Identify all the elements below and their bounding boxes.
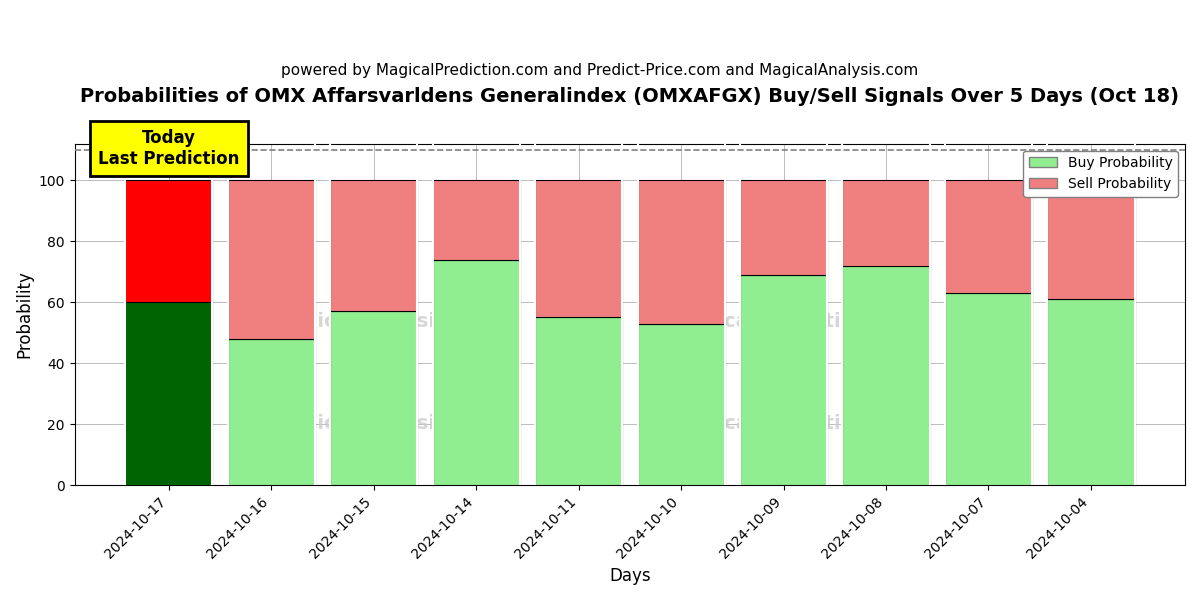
Bar [740, 180, 827, 275]
Bar [432, 260, 520, 485]
Bar [637, 323, 725, 485]
Bar [1048, 299, 1134, 485]
Bar [1048, 180, 1134, 299]
Text: MagicalAnalysis.com: MagicalAnalysis.com [271, 414, 499, 433]
Bar [637, 180, 725, 323]
Bar [842, 180, 930, 266]
Bar [330, 180, 418, 311]
X-axis label: Days: Days [610, 567, 650, 585]
Text: MagicalAnalysis.com: MagicalAnalysis.com [271, 312, 499, 331]
Bar [125, 180, 212, 302]
Bar [228, 180, 314, 339]
Bar [330, 311, 418, 485]
Bar [944, 180, 1032, 293]
Text: Today
Last Prediction: Today Last Prediction [98, 129, 239, 168]
Bar [535, 317, 622, 485]
Bar [944, 293, 1032, 485]
Text: MagicalPrediction.com: MagicalPrediction.com [672, 312, 922, 331]
Text: powered by MagicalPrediction.com and Predict-Price.com and MagicalAnalysis.com: powered by MagicalPrediction.com and Pre… [281, 63, 919, 78]
Bar [228, 339, 314, 485]
Bar [125, 302, 212, 485]
Y-axis label: Probability: Probability [16, 271, 34, 358]
Bar [535, 180, 622, 317]
Title: Probabilities of OMX Affarsvarldens Generalindex (OMXAFGX) Buy/Sell Signals Over: Probabilities of OMX Affarsvarldens Gene… [80, 87, 1180, 106]
Text: MagicalPrediction.com: MagicalPrediction.com [672, 414, 922, 433]
Bar [740, 275, 827, 485]
Bar [842, 266, 930, 485]
Legend: Buy Probability, Sell Probability: Buy Probability, Sell Probability [1024, 151, 1178, 197]
Bar [432, 180, 520, 260]
